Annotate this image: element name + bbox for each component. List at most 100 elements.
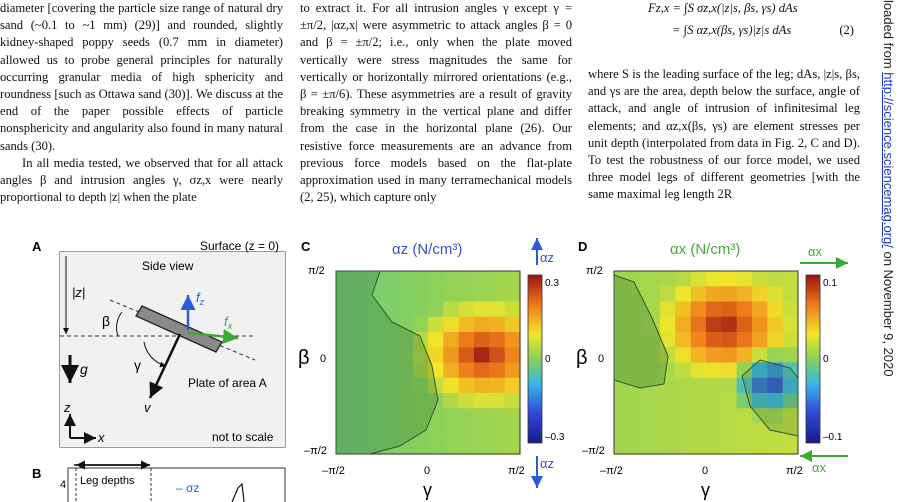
heatmap-cell <box>660 316 676 333</box>
heatmap-cell <box>736 438 753 455</box>
panel-b: B 4 Leg depths – σz <box>32 460 286 502</box>
heatmap-cell <box>428 301 444 318</box>
heatmap-cell <box>397 423 414 440</box>
heatmap-cell <box>397 377 414 394</box>
heatmap-cell <box>397 347 414 364</box>
heatmap-cell <box>752 332 768 348</box>
colorbar <box>527 274 543 444</box>
heatmap-cell <box>767 301 784 318</box>
heatmap-cell <box>767 347 784 364</box>
colorbar-tick: –0.3 <box>545 432 565 443</box>
heatmap-cell <box>474 271 490 287</box>
heatmap-cell <box>489 316 506 333</box>
heatmap-cell <box>412 316 429 333</box>
heatmap-cell <box>443 377 460 394</box>
paragraph: diameter [covering the particle size ran… <box>0 1 283 153</box>
heatmap-cell <box>474 408 490 425</box>
heatmap-cell <box>690 393 707 409</box>
heatmap-cell <box>614 316 630 333</box>
heatmap-cell <box>629 301 646 318</box>
heatmap-cell <box>629 438 646 455</box>
heatmap-cell <box>474 347 490 364</box>
heatmap-cell <box>614 286 630 303</box>
heatmap-cell <box>660 393 676 409</box>
heatmap-cell <box>614 301 630 318</box>
heatmap-cell <box>397 332 414 348</box>
heatmap-cell <box>336 316 352 333</box>
heatmap-cell <box>428 408 444 425</box>
heatmap-cell <box>336 438 352 455</box>
y-axis-label: β <box>576 347 588 369</box>
alpha-z-heatmap <box>336 271 521 455</box>
heatmap-cell <box>428 316 444 333</box>
heatmap-cell <box>504 377 521 394</box>
heatmap-cell <box>690 316 707 333</box>
heatmap-cell <box>706 408 722 425</box>
heatmap-cell <box>351 423 368 440</box>
heatmap-cell <box>489 408 506 425</box>
heatmap-cell <box>412 377 429 394</box>
y-tick: 4 <box>60 479 66 491</box>
region-outline <box>613 274 669 389</box>
heatmap-cell <box>336 423 352 440</box>
fz-label: fz <box>196 290 205 307</box>
heatmap-cell <box>489 271 506 287</box>
y-axis-label: β <box>298 347 310 369</box>
panel-b-frame <box>67 467 286 502</box>
heatmap-cell <box>782 301 799 318</box>
text-column-2: to extract it. For all intrusion angles … <box>300 0 572 206</box>
beta-label: β <box>102 313 110 329</box>
heatmap-cell <box>351 408 368 425</box>
sigma-z-legend: – σz <box>176 481 199 495</box>
fx-label: fx <box>224 314 233 331</box>
y-tick: π/2 <box>586 265 603 277</box>
heatmap-cell <box>443 332 460 348</box>
heatmap-cell <box>382 393 398 409</box>
heatmap-cell <box>675 347 692 364</box>
heatmap-cell <box>660 423 676 440</box>
heatmap-cell <box>428 423 444 440</box>
colormap-title: αx (N/cm³) <box>670 241 740 258</box>
velocity-label: v <box>144 400 152 415</box>
heatmap-cell <box>382 408 398 425</box>
heatmap-cell <box>382 332 398 348</box>
heatmap-cell <box>629 316 646 333</box>
heatmap-cell <box>489 347 506 364</box>
heatmap-cell <box>382 347 398 364</box>
heatmap-cell <box>397 286 414 303</box>
heatmap-cell <box>504 423 521 440</box>
alpha-x-label: αx <box>808 244 823 259</box>
heatmap-cell <box>336 393 352 409</box>
heatmap-cell <box>458 286 475 303</box>
heatmap-cell <box>782 408 799 425</box>
heatmap-cell <box>782 347 799 364</box>
heatmap-cell <box>752 347 768 364</box>
heatmap-cell <box>629 377 646 394</box>
heatmap-cell <box>458 347 475 364</box>
heatmap-cell <box>721 438 738 455</box>
heatmap-cell <box>614 438 630 455</box>
heatmap-cell <box>443 423 460 440</box>
heatmap-cell <box>336 408 352 425</box>
heatmap-cell <box>675 286 692 303</box>
heatmap-cell <box>351 377 368 394</box>
heatmap-cell <box>412 271 429 287</box>
heatmap-cell <box>736 286 753 303</box>
heatmap-cell <box>614 423 630 440</box>
heatmap-cell <box>397 301 414 318</box>
heatmap-cell <box>736 347 753 364</box>
sigma-z-curve <box>231 482 245 502</box>
heatmap-cell <box>675 301 692 318</box>
heatmap-cell <box>721 408 738 425</box>
text-column-1: diameter [covering the particle size ran… <box>0 0 283 206</box>
heatmap-cell <box>504 301 521 318</box>
heatmap-cell <box>629 393 646 409</box>
heatmap-cell <box>690 377 707 394</box>
heatmap-cell <box>706 347 722 364</box>
heatmap-cell <box>629 332 646 348</box>
z-axis-label: z <box>63 400 71 415</box>
heatmap-cell <box>474 377 490 394</box>
heatmap-cell <box>428 271 444 287</box>
heatmap-cell <box>397 316 414 333</box>
heatmap-cell <box>644 362 661 379</box>
